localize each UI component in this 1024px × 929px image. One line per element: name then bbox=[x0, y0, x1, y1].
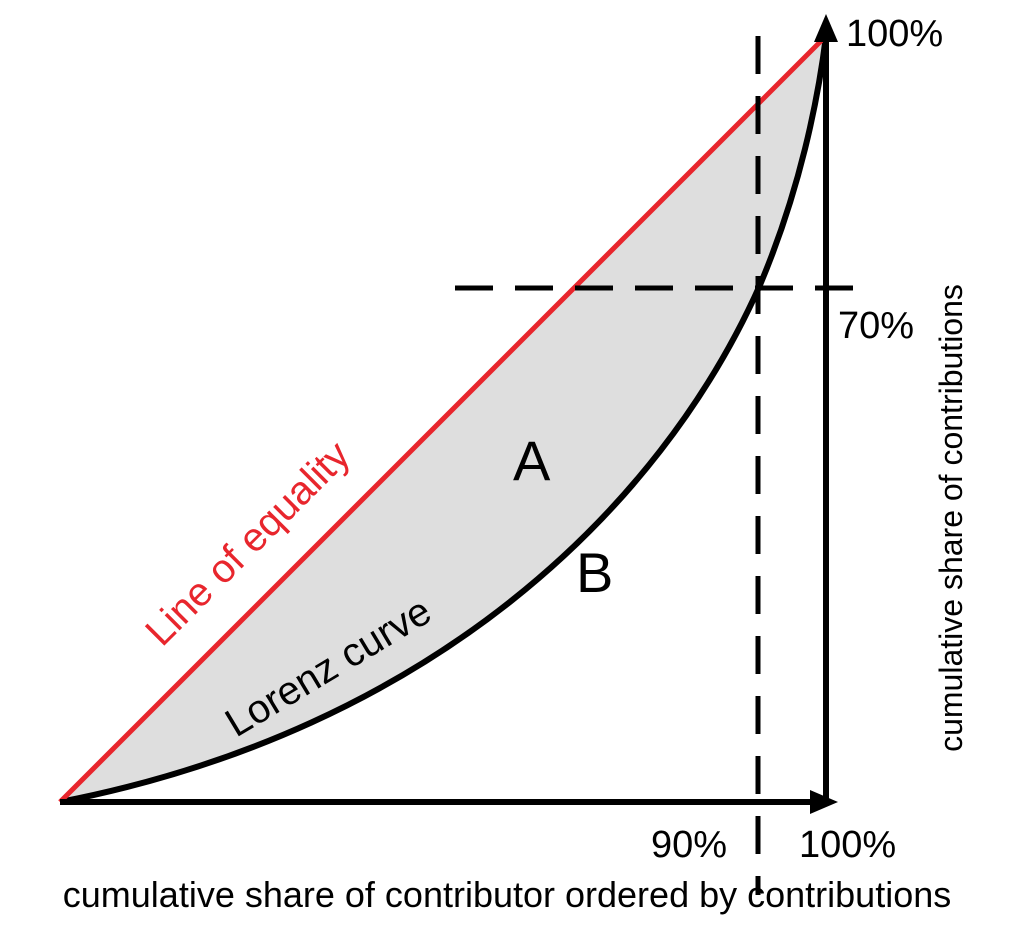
y-axis-title: cumulative share of contributions bbox=[933, 284, 969, 752]
x-tick-90: 90% bbox=[651, 824, 727, 866]
area-a-label: A bbox=[513, 429, 551, 492]
line-of-equality bbox=[58, 34, 828, 804]
y-tick-100: 100% bbox=[846, 13, 943, 55]
lorenz-curve bbox=[59, 35, 829, 805]
y-axis-arrowhead bbox=[814, 14, 838, 42]
x-axis-title: cumulative share of contributor ordered … bbox=[63, 874, 951, 915]
area-b-label: B bbox=[576, 541, 613, 604]
y-tick-70: 70% bbox=[838, 305, 914, 347]
x-tick-100: 100% bbox=[799, 824, 896, 866]
